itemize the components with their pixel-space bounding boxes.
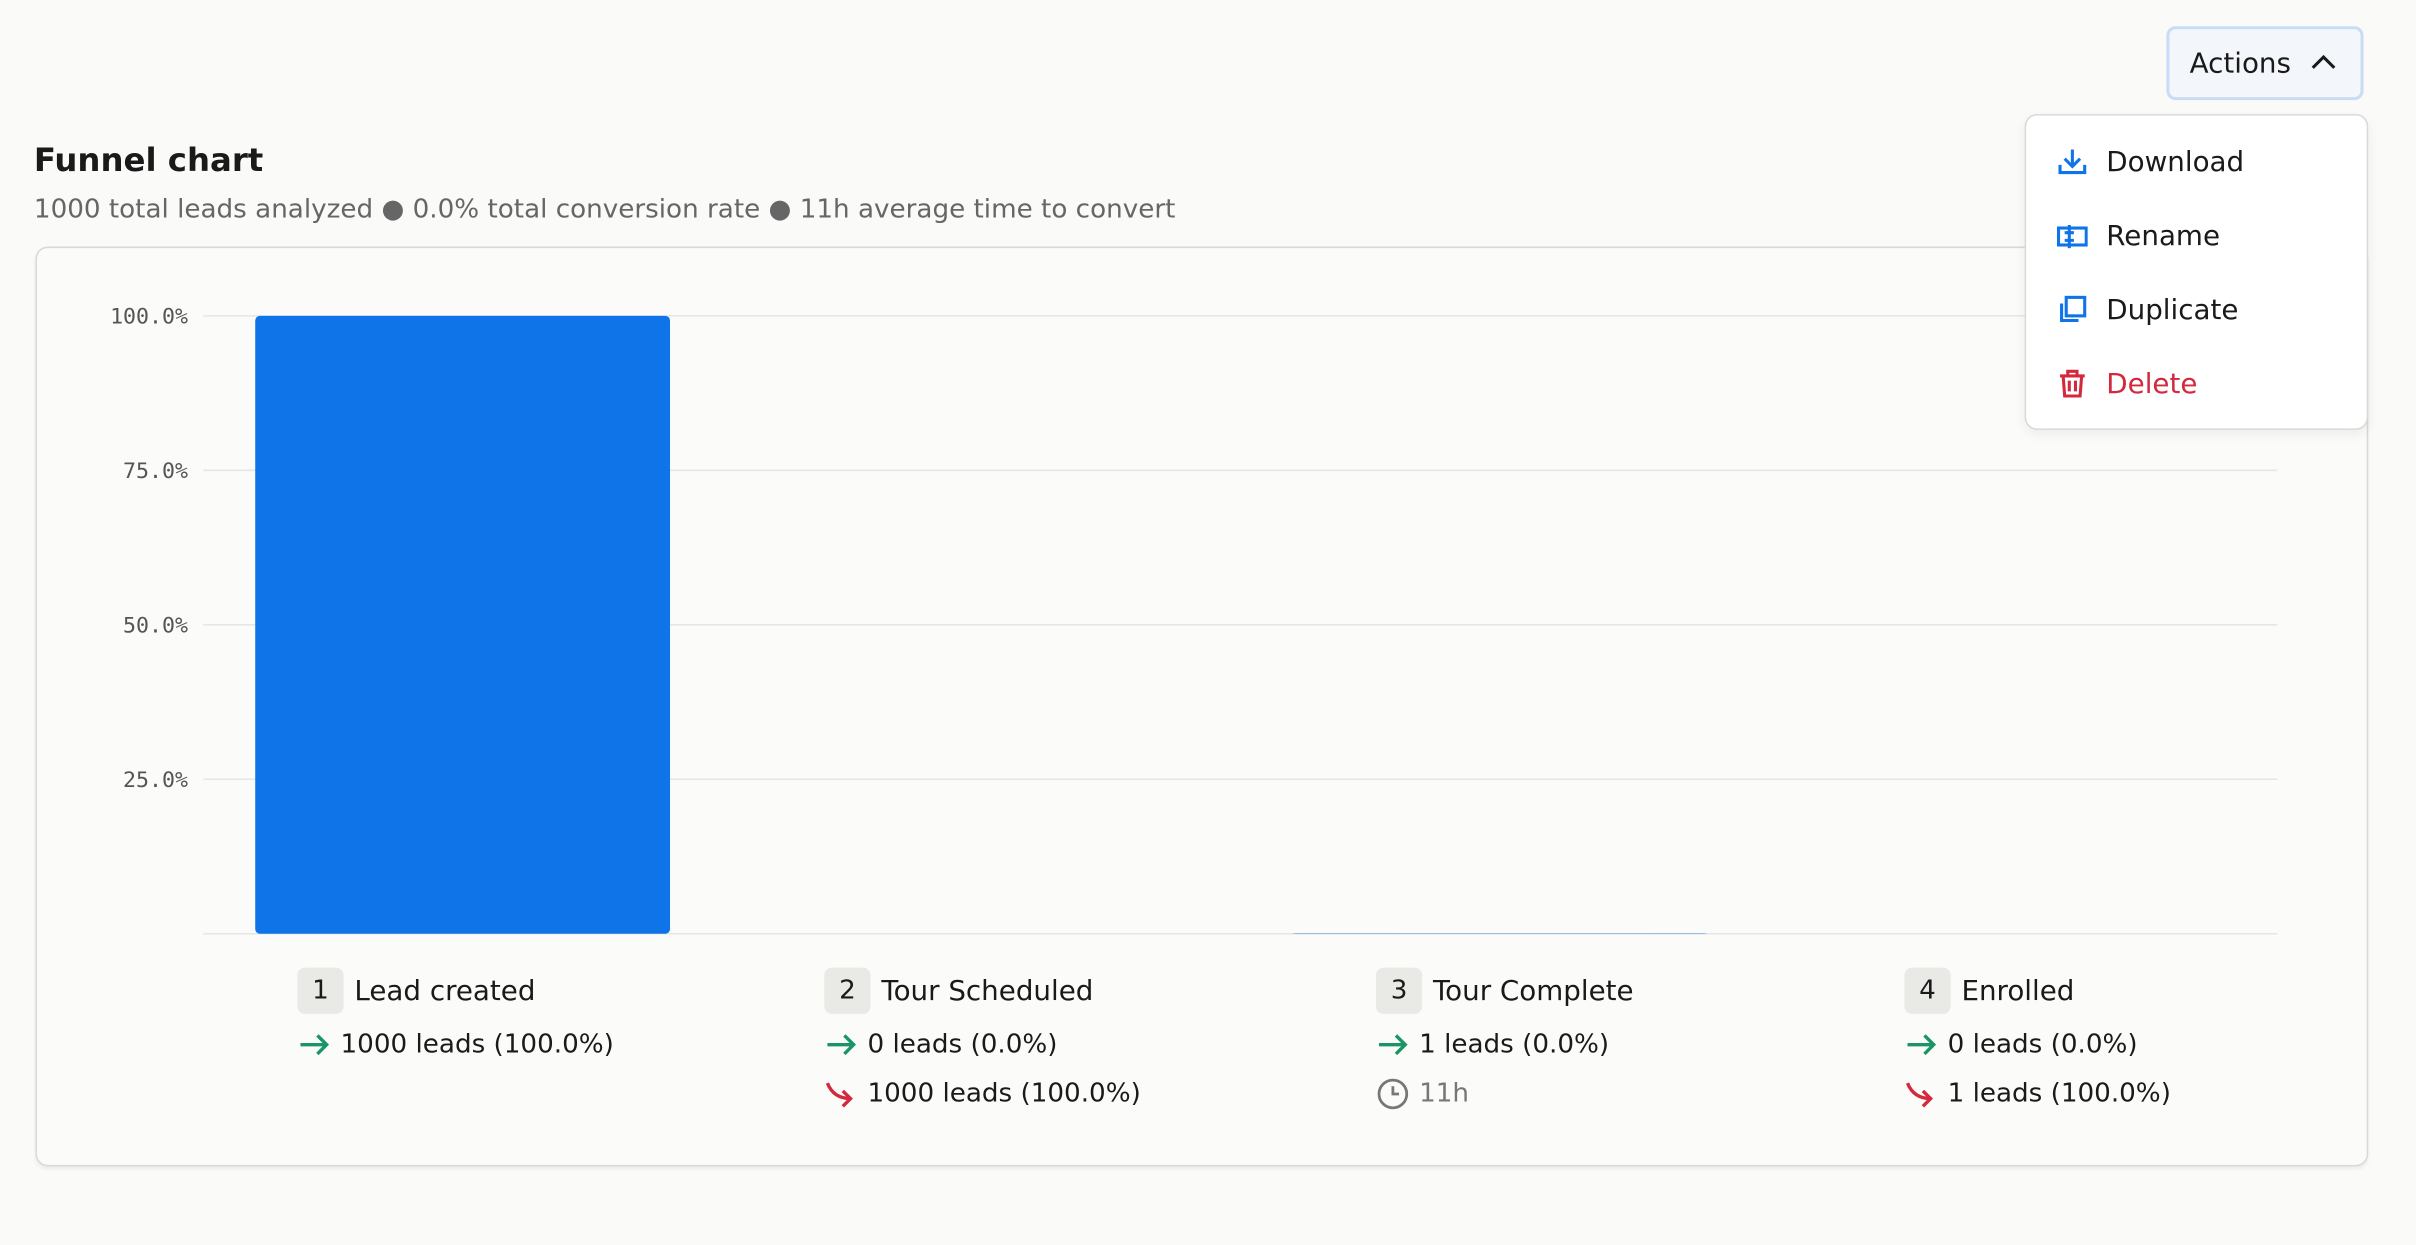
menu-icon bbox=[2058, 149, 2087, 175]
step: 4 Enrolled 0 leads (0.0%) 1 leads (100.0%) bbox=[1904, 967, 2171, 1109]
dropped-icon bbox=[825, 1082, 853, 1108]
y-tick-label: 25.0% bbox=[123, 768, 188, 793]
step-converted: 0 leads (0.0%) bbox=[824, 1022, 1057, 1068]
chevron-up bbox=[2311, 54, 2336, 69]
menu-icon bbox=[2060, 295, 2087, 323]
step-converted: 1 leads (0.0%) bbox=[1376, 1022, 1609, 1068]
menu-item[interactable]: Rename bbox=[2056, 213, 2221, 259]
menu-item[interactable]: Delete bbox=[2057, 361, 2197, 407]
menu-icon bbox=[2060, 369, 2085, 398]
step-number: 3 bbox=[1375, 967, 1423, 1014]
menu-item[interactable]: Duplicate bbox=[2057, 287, 2238, 333]
step-header: 4 Enrolled bbox=[1904, 967, 2075, 1014]
step-name: Lead created bbox=[354, 974, 536, 1007]
converted-text: 1000 leads (100.0%) bbox=[340, 1029, 614, 1061]
y-tick-label: 50.0% bbox=[123, 613, 188, 638]
converted-icon bbox=[300, 1034, 330, 1056]
step-converted: 0 leads (0.0%) bbox=[1904, 1022, 2138, 1068]
menu-icon bbox=[2056, 224, 2088, 249]
chart-subtitle: 1000 total leads analyzed ● 0.0% total c… bbox=[33, 194, 1176, 225]
actions-menu: Download Rename Duplicate Delete bbox=[2024, 114, 2369, 430]
step-time: 11h bbox=[1376, 1071, 1469, 1117]
step-dropped: 1000 leads (100.0%) bbox=[824, 1071, 1141, 1117]
converted-text: 1 leads (0.0%) bbox=[1419, 1029, 1610, 1061]
step-header: 2 Tour Scheduled bbox=[824, 967, 1094, 1014]
converted-icon bbox=[1907, 1034, 1937, 1056]
dropped-text: 1000 leads (100.0%) bbox=[867, 1078, 1141, 1110]
chart-title: Funnel chart bbox=[33, 141, 264, 179]
step-number: 2 bbox=[824, 967, 871, 1014]
menu-item[interactable]: Download bbox=[2057, 139, 2244, 185]
converted-text: 0 leads (0.0%) bbox=[1947, 1029, 2138, 1061]
menu-label: Rename bbox=[2106, 219, 2221, 252]
step-name: Tour Scheduled bbox=[881, 974, 1094, 1007]
bar bbox=[1292, 933, 1707, 934]
time-icon bbox=[1377, 1078, 1409, 1110]
step: 1 Lead created 1000 leads (100.0%) bbox=[297, 967, 614, 1060]
step: 2 Tour Scheduled 0 leads (0.0%) 1000 leads … bbox=[824, 967, 1141, 1109]
bar bbox=[255, 315, 671, 934]
step-name: Tour Complete bbox=[1432, 974, 1634, 1007]
actions-button[interactable]: Actions bbox=[2166, 26, 2364, 101]
step-number: 1 bbox=[297, 967, 344, 1014]
converted-icon bbox=[827, 1034, 857, 1056]
step: 3 Tour Complete 1 leads (0.0%) 11h bbox=[1375, 967, 1634, 1109]
step-name: Enrolled bbox=[1961, 974, 2075, 1007]
step-dropped: 1 leads (100.0%) bbox=[1904, 1071, 2171, 1117]
y-tick-label: 100.0% bbox=[110, 305, 188, 330]
menu-label: Duplicate bbox=[2106, 293, 2239, 326]
dropped-text: 1 leads (100.0%) bbox=[1947, 1078, 2171, 1110]
y-tick-label: 75.0% bbox=[123, 459, 188, 484]
step-converted: 1000 leads (100.0%) bbox=[297, 1022, 614, 1068]
time-text: 11h bbox=[1419, 1078, 1470, 1110]
step-header: 3 Tour Complete bbox=[1375, 967, 1634, 1014]
step-header: 1 Lead created bbox=[297, 967, 536, 1014]
menu-label: Delete bbox=[2106, 367, 2198, 400]
menu-label: Download bbox=[2106, 145, 2245, 178]
dropped-icon bbox=[1905, 1082, 1934, 1108]
converted-icon bbox=[1379, 1034, 1408, 1056]
actions-label: Actions bbox=[2189, 46, 2291, 80]
step-number: 4 bbox=[1904, 967, 1951, 1014]
converted-text: 0 leads (0.0%) bbox=[867, 1029, 1058, 1061]
